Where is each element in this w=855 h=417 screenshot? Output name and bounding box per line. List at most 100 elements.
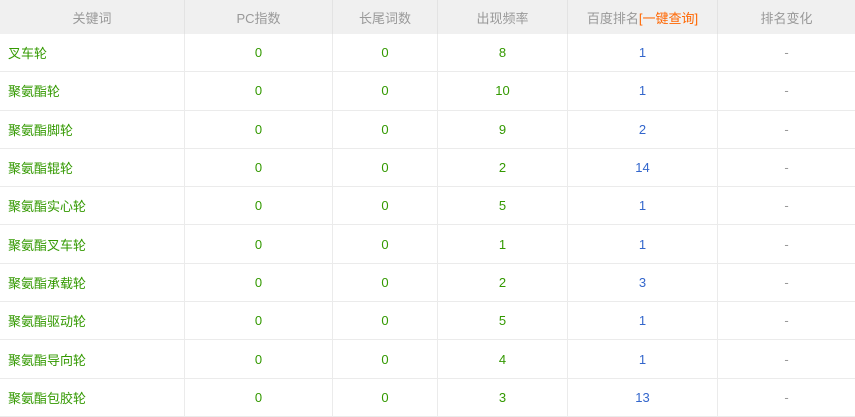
cell-keyword: 聚氨酯承载轮 <box>0 263 185 302</box>
rank-change-value: - <box>784 351 789 367</box>
table-body: 叉车轮 0 0 8 1 - 聚氨酯轮 0 0 10 1 <box>0 34 855 417</box>
table-row: 聚氨酯辊轮 0 0 2 14 - <box>0 148 855 188</box>
keyword-link[interactable]: 聚氨酯叉车轮 <box>8 237 87 253</box>
table-row: 聚氨酯脚轮 0 0 9 2 - <box>0 110 855 149</box>
cell-pc-index: 0 <box>185 378 333 416</box>
pc-index-value: 0 <box>254 45 263 61</box>
keyword-link[interactable]: 聚氨酯脚轮 <box>8 122 74 138</box>
header-frequency-label: 出现频率 <box>476 10 529 26</box>
cell-longtail-count: 0 <box>333 378 438 416</box>
cell-longtail-count: 0 <box>333 72 438 110</box>
cell-keyword: 聚氨酯驱动轮 <box>0 302 185 340</box>
cell-pc-index: 0 <box>185 34 333 72</box>
cell-longtail-count: 0 <box>333 225 438 263</box>
cell-frequency: 1 <box>438 225 568 263</box>
keyword-link[interactable]: 聚氨酯包胶轮 <box>8 390 87 406</box>
cell-longtail-count: 0 <box>333 34 438 72</box>
frequency-value: 2 <box>498 274 507 290</box>
pc-index-value: 0 <box>254 313 263 329</box>
table-row: 聚氨酯包胶轮 0 0 3 13 - <box>0 378 855 417</box>
cell-rank-change: - <box>718 302 855 339</box>
cell-pc-index: 0 <box>185 263 333 302</box>
table-row: 聚氨酯承载轮 0 0 2 3 - <box>0 263 855 303</box>
header-keyword: 关键词 <box>0 0 185 34</box>
cell-rank-change: - <box>718 379 855 416</box>
cell-rank-change: - <box>718 149 855 186</box>
longtail-count-value: 0 <box>381 313 389 329</box>
baidu-rank-link[interactable]: 1 <box>638 313 647 329</box>
keyword-link[interactable]: 聚氨酯导向轮 <box>8 352 87 368</box>
longtail-count-value: 0 <box>381 45 389 61</box>
baidu-rank-link[interactable]: 1 <box>638 198 647 214</box>
table-row: 聚氨酯导向轮 0 0 4 1 - <box>0 340 855 379</box>
pc-index-value: 0 <box>254 274 263 290</box>
cell-keyword: 聚氨酯叉车轮 <box>0 225 185 263</box>
frequency-value: 3 <box>498 389 507 405</box>
pc-index-value: 0 <box>254 160 263 176</box>
cell-baidu-rank: 14 <box>568 148 718 187</box>
pc-index-value: 0 <box>254 121 263 137</box>
frequency-value: 10 <box>495 83 510 99</box>
keyword-link[interactable]: 聚氨酯承载轮 <box>8 275 87 291</box>
baidu-rank-link[interactable]: 1 <box>638 83 647 99</box>
table-row: 聚氨酯实心轮 0 0 5 1 - <box>0 187 855 226</box>
baidu-rank-link[interactable]: 1 <box>638 351 647 367</box>
header-keyword-label: 关键词 <box>72 10 112 26</box>
cell-rank-change: - <box>718 72 855 109</box>
longtail-count-value: 0 <box>381 198 389 214</box>
cell-longtail-count: 0 <box>333 187 438 225</box>
table-row: 聚氨酯驱动轮 0 0 5 1 - <box>0 302 855 341</box>
cell-frequency: 3 <box>438 378 568 416</box>
table-row: 聚氨酯叉车轮 0 0 1 1 - <box>0 225 855 264</box>
rank-change-value: - <box>784 198 789 214</box>
cell-pc-index: 0 <box>185 110 333 148</box>
one-click-query-link[interactable]: [一键查询] <box>638 10 699 26</box>
cell-pc-index: 0 <box>185 225 333 263</box>
cell-pc-index: 0 <box>185 340 333 378</box>
cell-baidu-rank: 1 <box>568 34 718 72</box>
cell-keyword: 聚氨酯脚轮 <box>0 110 185 148</box>
header-baidu-rank: 百度排名 [一键查询] <box>568 0 718 34</box>
keyword-link[interactable]: 叉车轮 <box>8 46 48 62</box>
cell-frequency: 10 <box>438 72 568 110</box>
longtail-count-value: 0 <box>381 121 389 137</box>
header-rank-change: 排名变化 <box>718 0 855 34</box>
cell-keyword: 聚氨酯轮 <box>0 72 185 110</box>
pc-index-value: 0 <box>254 351 263 367</box>
longtail-count-value: 0 <box>381 83 389 99</box>
pc-index-value: 0 <box>254 198 263 214</box>
rank-change-value: - <box>784 274 789 290</box>
keyword-link[interactable]: 聚氨酯实心轮 <box>8 199 87 215</box>
cell-pc-index: 0 <box>185 187 333 225</box>
baidu-rank-link[interactable]: 1 <box>638 236 647 252</box>
frequency-value: 5 <box>498 313 507 329</box>
keyword-link[interactable]: 聚氨酯辊轮 <box>8 161 74 177</box>
cell-baidu-rank: 13 <box>568 378 718 416</box>
cell-baidu-rank: 3 <box>568 263 718 302</box>
keyword-link[interactable]: 聚氨酯轮 <box>8 84 61 100</box>
cell-pc-index: 0 <box>185 72 333 110</box>
table-row: 聚氨酯轮 0 0 10 1 - <box>0 72 855 111</box>
cell-frequency: 5 <box>438 187 568 225</box>
frequency-value: 9 <box>498 121 507 137</box>
cell-longtail-count: 0 <box>333 110 438 148</box>
cell-rank-change: - <box>718 225 855 262</box>
cell-baidu-rank: 1 <box>568 302 718 340</box>
cell-keyword: 聚氨酯辊轮 <box>0 148 185 187</box>
rank-change-value: - <box>784 389 789 405</box>
rank-change-value: - <box>784 313 789 329</box>
cell-frequency: 8 <box>438 34 568 72</box>
baidu-rank-link[interactable]: 3 <box>638 274 647 290</box>
keyword-link[interactable]: 聚氨酯驱动轮 <box>8 314 87 330</box>
pc-index-value: 0 <box>254 236 263 252</box>
baidu-rank-link[interactable]: 14 <box>635 160 650 176</box>
cell-keyword: 聚氨酯实心轮 <box>0 187 185 225</box>
cell-longtail-count: 0 <box>333 302 438 340</box>
cell-frequency: 9 <box>438 110 568 148</box>
cell-rank-change: - <box>718 111 855 148</box>
cell-baidu-rank: 2 <box>568 110 718 148</box>
baidu-rank-link[interactable]: 2 <box>638 121 647 137</box>
baidu-rank-link[interactable]: 13 <box>635 389 650 405</box>
cell-frequency: 2 <box>438 263 568 302</box>
baidu-rank-link[interactable]: 1 <box>638 45 647 61</box>
